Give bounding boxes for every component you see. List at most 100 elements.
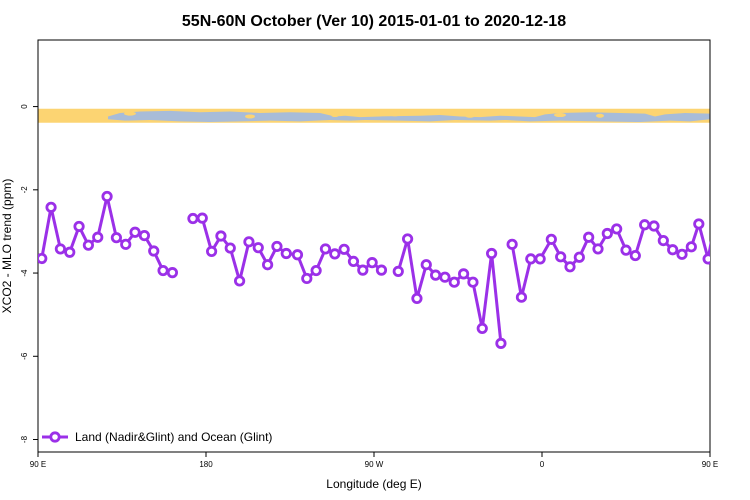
data-point: [583, 231, 595, 243]
data-point: [291, 249, 304, 261]
data-point: [485, 247, 498, 260]
y-axis: 0 -2 -4 -6 -8: [20, 104, 38, 443]
data-point: [166, 267, 178, 279]
land-ocean-strip: [38, 108, 710, 123]
data-point: [110, 232, 123, 244]
land-patch: [465, 113, 475, 118]
data-point: [506, 238, 518, 250]
data-point: [301, 272, 313, 285]
data-point: [648, 220, 660, 232]
data-point: [148, 245, 160, 257]
data-point: [713, 203, 721, 211]
data-point: [347, 255, 360, 267]
y-tick-label: -6: [20, 352, 29, 360]
data-point: [73, 220, 85, 233]
plot-frame: [37, 39, 711, 453]
data-point: [45, 201, 57, 213]
data-point: [234, 275, 246, 287]
data-point: [120, 238, 132, 250]
data-point: [457, 268, 470, 280]
x-tick-label: 90 E: [30, 460, 46, 469]
data-point: [215, 230, 227, 242]
land-patch: [554, 113, 566, 118]
land-patch: [124, 111, 136, 116]
data-point: [439, 271, 451, 283]
data-point: [657, 234, 669, 247]
data-point: [38, 252, 48, 265]
legend-marker: [49, 431, 61, 443]
data-point: [64, 246, 76, 258]
x-axis-label: Longitude (deg E): [326, 477, 421, 491]
data-point: [224, 242, 236, 254]
land-patch: [331, 113, 339, 118]
data-point: [206, 245, 218, 258]
data-point: [375, 264, 388, 276]
x-tick-label: 0: [540, 460, 545, 469]
data-point: [564, 261, 576, 273]
data-point: [357, 264, 369, 276]
data-point: [196, 212, 208, 224]
data-point: [732, 248, 740, 256]
data-point: [101, 190, 113, 203]
data-point: [392, 265, 404, 277]
data-point: [545, 233, 557, 245]
data-point: [448, 276, 460, 288]
data-point: [525, 253, 537, 265]
data-point: [280, 247, 292, 260]
data-point: [515, 291, 528, 303]
y-axis-label: XCO2 - MLO trend (ppm): [0, 179, 14, 314]
data-point: [639, 219, 651, 231]
data-point: [702, 253, 710, 265]
data-point: [187, 212, 199, 225]
series-line: [510, 222, 710, 299]
data-point: [685, 241, 697, 253]
y-tick-label: -8: [20, 435, 29, 443]
data-point: [534, 253, 546, 265]
x-tick-label: 180: [199, 460, 213, 469]
x-tick-label: 90 E: [702, 460, 718, 469]
data-point: [741, 222, 749, 230]
data-point: [592, 243, 604, 255]
data-point: [82, 239, 95, 251]
data-point: [138, 229, 150, 242]
data-point: [366, 257, 378, 269]
data-point: [92, 231, 104, 243]
series-line: [40, 194, 173, 275]
legend-label: Land (Nadir&Glint) and Ocean (Glint): [75, 430, 272, 444]
data-point: [629, 249, 641, 262]
land-patch: [245, 114, 255, 119]
data-point: [243, 236, 255, 248]
data-point: [573, 251, 585, 263]
data-point: [420, 259, 432, 271]
data-point: [676, 248, 688, 260]
data-point: [611, 223, 623, 235]
y-tick-label: -4: [20, 269, 29, 277]
data-point: [252, 242, 264, 254]
data-point: [401, 233, 414, 245]
data-point: [261, 259, 274, 271]
chart-title: 55N-60N October (Ver 10) 2015-01-01 to 2…: [182, 13, 566, 30]
series-layer: [38, 190, 749, 349]
data-point: [411, 292, 423, 305]
land-patch: [596, 113, 604, 118]
data-point: [476, 322, 488, 334]
data-point: [338, 243, 350, 255]
y-tick-label: 0: [20, 104, 29, 109]
land-patch: [390, 112, 400, 117]
y-tick-label: -2: [20, 186, 29, 194]
data-point: [54, 243, 67, 255]
data-point: [310, 264, 322, 277]
legend: Land (Nadir&Glint) and Ocean (Glint): [42, 430, 272, 444]
data-point: [157, 264, 169, 277]
data-point: [429, 269, 442, 281]
data-point: [329, 248, 341, 260]
data-point: [555, 251, 567, 263]
x-axis: 90 E 180 90 W 0 90 E: [30, 452, 718, 469]
data-point: [620, 244, 632, 256]
data-point: [271, 240, 283, 253]
data-point: [667, 244, 679, 256]
data-point: [319, 243, 332, 255]
data-point: [495, 337, 507, 349]
data-point: [467, 276, 479, 288]
